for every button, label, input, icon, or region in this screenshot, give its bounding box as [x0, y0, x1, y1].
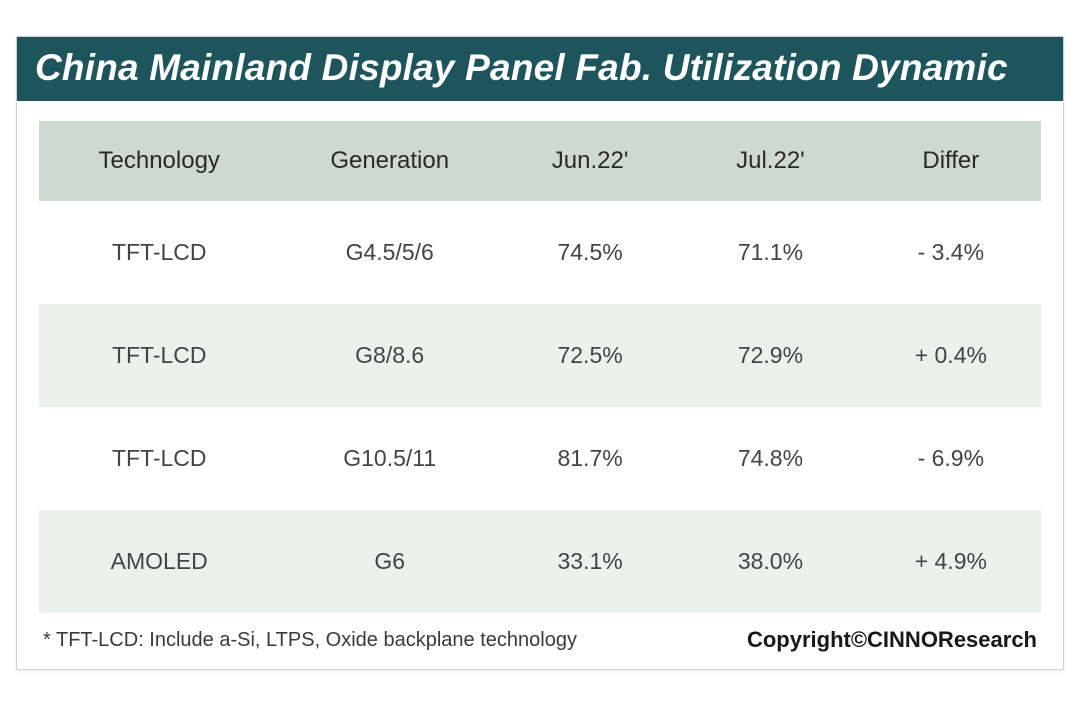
- cell-jun22: 33.1%: [500, 510, 680, 613]
- cell-differ: - 3.4%: [861, 201, 1041, 304]
- cell-jun22: 81.7%: [500, 407, 680, 510]
- col-differ: Differ: [861, 121, 1041, 201]
- cell-technology: AMOLED: [39, 510, 279, 613]
- cell-differ: + 0.4%: [861, 304, 1041, 407]
- cell-jul22: 38.0%: [680, 510, 860, 613]
- cell-jul22: 72.9%: [680, 304, 860, 407]
- col-jun22: Jun.22': [500, 121, 680, 201]
- table-row: TFT-LCD G10.5/11 81.7% 74.8% - 6.9%: [39, 407, 1041, 510]
- col-generation: Generation: [279, 121, 499, 201]
- report-card: China Mainland Display Panel Fab. Utiliz…: [16, 36, 1064, 670]
- utilization-table: Technology Generation Jun.22' Jul.22' Di…: [39, 121, 1041, 613]
- cell-differ: + 4.9%: [861, 510, 1041, 613]
- cell-generation: G4.5/5/6: [279, 201, 499, 304]
- page-title: China Mainland Display Panel Fab. Utiliz…: [35, 47, 1008, 89]
- table-row: TFT-LCD G4.5/5/6 74.5% 71.1% - 3.4%: [39, 201, 1041, 304]
- col-jul22: Jul.22': [680, 121, 860, 201]
- cell-technology: TFT-LCD: [39, 407, 279, 510]
- cell-differ: - 6.9%: [861, 407, 1041, 510]
- title-bar: China Mainland Display Panel Fab. Utiliz…: [17, 37, 1063, 101]
- cell-generation: G8/8.6: [279, 304, 499, 407]
- table-body: TFT-LCD G4.5/5/6 74.5% 71.1% - 3.4% TFT-…: [39, 201, 1041, 613]
- cell-generation: G10.5/11: [279, 407, 499, 510]
- col-technology: Technology: [39, 121, 279, 201]
- table-header-row: Technology Generation Jun.22' Jul.22' Di…: [39, 121, 1041, 201]
- copyright-text: Copyright©CINNOResearch: [747, 627, 1037, 653]
- cell-technology: TFT-LCD: [39, 201, 279, 304]
- cell-jun22: 72.5%: [500, 304, 680, 407]
- footnote-text: * TFT-LCD: Include a-Si, LTPS, Oxide bac…: [43, 629, 577, 652]
- table-row: AMOLED G6 33.1% 38.0% + 4.9%: [39, 510, 1041, 613]
- table-row: TFT-LCD G8/8.6 72.5% 72.9% + 0.4%: [39, 304, 1041, 407]
- cell-technology: TFT-LCD: [39, 304, 279, 407]
- cell-jul22: 74.8%: [680, 407, 860, 510]
- cell-jul22: 71.1%: [680, 201, 860, 304]
- footer: * TFT-LCD: Include a-Si, LTPS, Oxide bac…: [17, 613, 1063, 669]
- table-container: Technology Generation Jun.22' Jul.22' Di…: [17, 101, 1063, 613]
- cell-jun22: 74.5%: [500, 201, 680, 304]
- cell-generation: G6: [279, 510, 499, 613]
- table-header: Technology Generation Jun.22' Jul.22' Di…: [39, 121, 1041, 201]
